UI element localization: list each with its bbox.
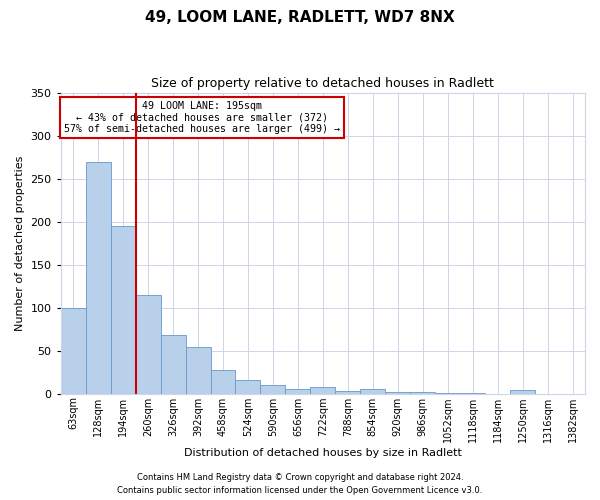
- Text: Contains HM Land Registry data © Crown copyright and database right 2024.
Contai: Contains HM Land Registry data © Crown c…: [118, 474, 482, 495]
- Bar: [185, 348, 211, 394]
- Bar: [410, 392, 435, 394]
- Bar: [161, 336, 185, 394]
- Bar: [260, 385, 286, 394]
- Bar: [385, 392, 410, 394]
- Text: 49, LOOM LANE, RADLETT, WD7 8NX: 49, LOOM LANE, RADLETT, WD7 8NX: [145, 10, 455, 25]
- Bar: [460, 393, 485, 394]
- Text: 49 LOOM LANE: 195sqm
← 43% of detached houses are smaller (372)
57% of semi-deta: 49 LOOM LANE: 195sqm ← 43% of detached h…: [64, 100, 340, 134]
- X-axis label: Distribution of detached houses by size in Radlett: Distribution of detached houses by size …: [184, 448, 462, 458]
- Bar: [110, 226, 136, 394]
- Y-axis label: Number of detached properties: Number of detached properties: [15, 156, 25, 331]
- Title: Size of property relative to detached houses in Radlett: Size of property relative to detached ho…: [151, 78, 494, 90]
- Bar: [335, 391, 361, 394]
- Bar: [61, 308, 86, 394]
- Bar: [86, 162, 110, 394]
- Bar: [235, 380, 260, 394]
- Bar: [211, 370, 235, 394]
- Bar: [310, 387, 335, 394]
- Bar: [361, 390, 385, 394]
- Bar: [510, 390, 535, 394]
- Bar: [136, 295, 161, 394]
- Bar: [435, 393, 460, 394]
- Bar: [286, 390, 310, 394]
